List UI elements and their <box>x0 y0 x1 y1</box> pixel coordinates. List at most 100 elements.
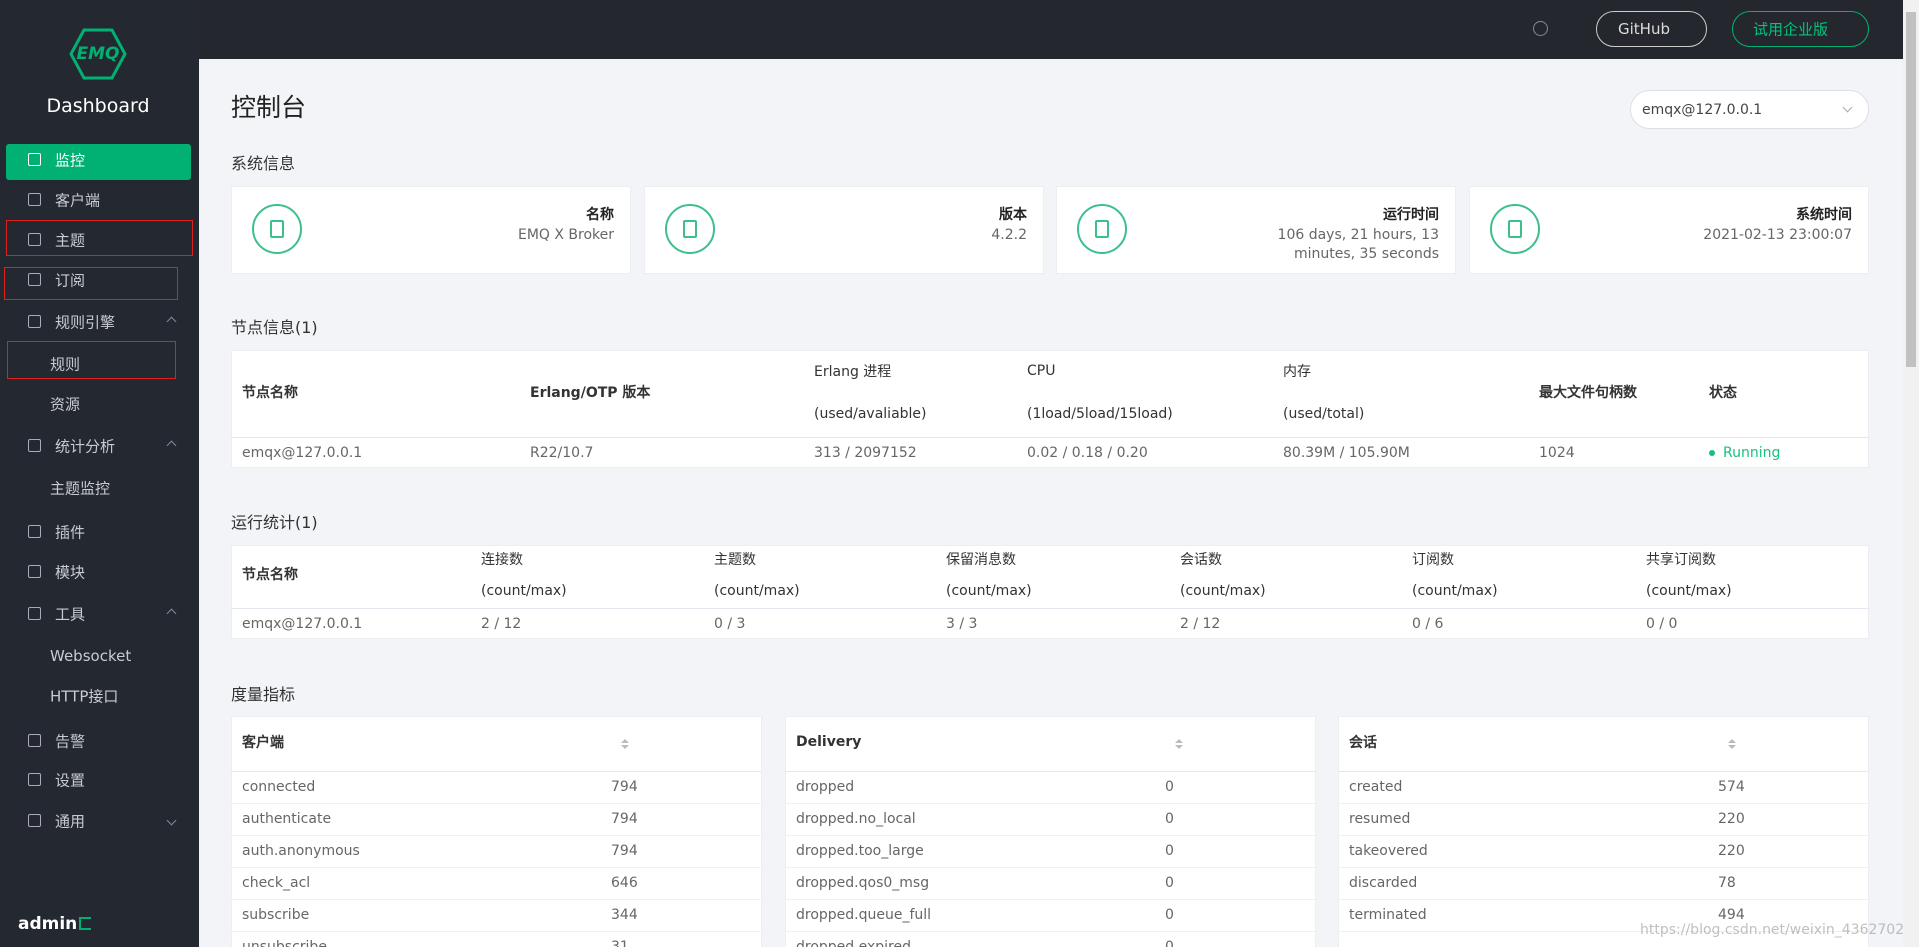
metric-value: 31 <box>611 939 629 947</box>
github-label[interactable]: GitHub <box>1618 20 1670 38</box>
card-icon <box>1077 204 1127 254</box>
column-header: 节点名称 <box>242 385 298 401</box>
watermark: https://blog.csdn.net/weixin_43627022 <box>1640 922 1914 938</box>
trial-btn[interactable] <box>1732 11 1869 47</box>
row-divider <box>1338 931 1869 932</box>
sort-icon[interactable] <box>1728 745 1736 753</box>
menu-item[interactable]: 规则引擎 <box>55 313 116 332</box>
metric-name: subscribe <box>242 907 310 923</box>
section-title: 度量指标 <box>231 685 296 704</box>
table-cell: 0 / 6 <box>1412 616 1444 632</box>
column-header: Erlang 进程 <box>814 364 892 380</box>
metric-value: 220 <box>1718 811 1745 827</box>
page-title: 控制台 <box>231 93 307 122</box>
table-cell: 0 / 3 <box>714 616 746 632</box>
menu-item[interactable]: 订阅 <box>55 271 86 290</box>
menu-icon <box>28 273 41 286</box>
highlight-box <box>7 341 176 379</box>
menu-item[interactable]: 统计分析 <box>55 437 116 456</box>
metric-value: 794 <box>611 843 638 859</box>
submenu-item[interactable]: 资源 <box>50 395 81 414</box>
table-cell: 0.02 / 0.18 / 0.20 <box>1027 445 1148 461</box>
sort-icon[interactable] <box>621 745 629 753</box>
table <box>231 545 1869 639</box>
highlight-box <box>6 220 193 256</box>
card-icon-inner <box>1095 220 1109 238</box>
scrollbar-thumb <box>1906 12 1916 367</box>
metric-name: authenticate <box>242 811 332 827</box>
menu-item[interactable]: 模块 <box>55 563 86 582</box>
menu-item[interactable]: 工具 <box>55 605 86 624</box>
column-header: 最大文件句柄数 <box>1539 385 1637 401</box>
menu-icon <box>28 525 41 538</box>
menu-item[interactable]: 主题 <box>55 231 86 250</box>
submenu-item[interactable]: HTTP接口 <box>50 687 119 706</box>
submenu-item[interactable]: Websocket <box>50 647 132 665</box>
menu-icon <box>28 773 41 786</box>
column-unit: (count/max) <box>1412 583 1498 599</box>
metric-name: takeovered <box>1349 843 1428 859</box>
sort-icon[interactable] <box>1728 735 1736 743</box>
metric-name: dropped <box>796 779 855 795</box>
row-divider <box>785 835 1316 836</box>
column-header: 共享订阅数 <box>1646 552 1716 568</box>
sort-icon[interactable] <box>1175 735 1183 743</box>
node-select[interactable] <box>1630 90 1869 129</box>
metric-value: 646 <box>611 875 638 891</box>
metric-value: 220 <box>1718 843 1745 859</box>
menu-icon <box>28 814 41 827</box>
top-bar <box>199 0 1919 59</box>
table-cell: 80.39M / 105.90M <box>1283 445 1410 461</box>
column-header: CPU <box>1027 363 1056 379</box>
info-card <box>231 186 631 274</box>
submenu-item[interactable]: 规则 <box>50 355 81 374</box>
logo-hex <box>69 28 127 80</box>
row-divider <box>231 867 762 868</box>
menu-item[interactable]: 插件 <box>55 523 86 542</box>
card-value: 2021-02-13 23:00:07 <box>1703 227 1852 243</box>
metric-value: 78 <box>1718 875 1736 891</box>
metric-value: 794 <box>611 811 638 827</box>
menu-item[interactable]: 监控 <box>55 151 86 170</box>
section-title: 系统信息 <box>231 154 296 173</box>
card-value: EMQ X Broker <box>517 227 614 243</box>
submenu-item[interactable]: 主题监控 <box>50 479 111 498</box>
metrics-table <box>231 716 762 947</box>
row-divider <box>231 899 762 900</box>
sort-icon[interactable] <box>1175 745 1183 753</box>
card-label: 系统时间 <box>1796 207 1852 223</box>
row-divider <box>231 835 762 836</box>
card-label: 名称 <box>586 207 614 223</box>
metric-value: 494 <box>1718 907 1745 923</box>
node-select-value[interactable]: emqx@127.0.0.1 <box>1642 102 1763 118</box>
menu-item[interactable]: 设置 <box>55 771 86 790</box>
metric-name: dropped.no_local <box>796 811 916 827</box>
metric-value: 0 <box>1165 811 1174 827</box>
table-cell: emqx@127.0.0.1 <box>242 616 363 632</box>
column-unit: (1load/5load/15load) <box>1027 406 1173 422</box>
menu-item[interactable]: 客户端 <box>55 191 101 210</box>
row-divider <box>1338 899 1869 900</box>
metric-value: 0 <box>1165 779 1174 795</box>
help-icon <box>1533 21 1548 36</box>
sort-icon[interactable] <box>621 735 629 743</box>
menu-item[interactable]: 通用 <box>55 812 86 831</box>
menu-icon <box>28 233 41 246</box>
menu-item[interactable]: 告警 <box>55 732 86 751</box>
section-title: 节点信息(1) <box>231 318 318 337</box>
github-btn[interactable] <box>1596 11 1707 47</box>
column-unit: (used/avaliable) <box>814 406 927 422</box>
column-header: 保留消息数 <box>946 552 1016 568</box>
sidebar-title: Dashboard <box>46 95 150 117</box>
menu-icon <box>28 565 41 578</box>
trial-label[interactable]: 试用企业版 <box>1753 20 1829 39</box>
table-cell: 0 / 0 <box>1646 616 1678 632</box>
metric-value: 0 <box>1165 875 1174 891</box>
metric-name: connected <box>242 779 316 795</box>
row-divider <box>785 931 1316 932</box>
column-unit: (count/max) <box>1646 583 1732 599</box>
column-unit: (used/total) <box>1283 406 1365 422</box>
logo-text: EMQ <box>76 44 120 64</box>
card-label: 版本 <box>999 207 1027 223</box>
table-cell: emqx@127.0.0.1 <box>242 445 363 461</box>
